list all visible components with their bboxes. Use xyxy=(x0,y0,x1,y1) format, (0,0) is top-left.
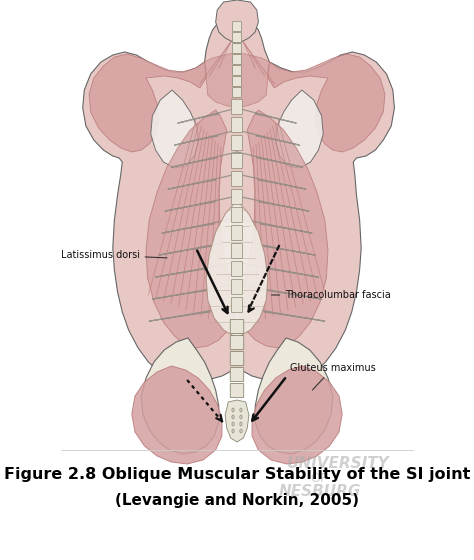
FancyBboxPatch shape xyxy=(233,54,241,64)
FancyBboxPatch shape xyxy=(233,87,241,97)
Ellipse shape xyxy=(232,408,234,412)
Polygon shape xyxy=(268,54,385,152)
FancyBboxPatch shape xyxy=(231,279,243,295)
Polygon shape xyxy=(225,400,249,442)
Text: Figure 2.8 Oblique Muscular Stability of the SI joint: Figure 2.8 Oblique Muscular Stability of… xyxy=(4,468,470,483)
Ellipse shape xyxy=(240,415,242,419)
FancyBboxPatch shape xyxy=(231,100,243,114)
FancyBboxPatch shape xyxy=(233,32,241,43)
FancyBboxPatch shape xyxy=(231,262,243,277)
Ellipse shape xyxy=(240,422,242,426)
Ellipse shape xyxy=(232,422,234,426)
Text: Latissimus dorsi: Latissimus dorsi xyxy=(61,250,167,260)
Ellipse shape xyxy=(232,429,234,433)
FancyBboxPatch shape xyxy=(233,44,241,54)
FancyBboxPatch shape xyxy=(231,297,243,312)
Polygon shape xyxy=(216,0,258,44)
FancyBboxPatch shape xyxy=(231,208,243,222)
Ellipse shape xyxy=(240,408,242,412)
Polygon shape xyxy=(206,200,268,338)
Polygon shape xyxy=(237,110,328,348)
Ellipse shape xyxy=(240,429,242,433)
Polygon shape xyxy=(255,338,333,454)
Ellipse shape xyxy=(232,415,234,419)
FancyBboxPatch shape xyxy=(230,320,244,334)
Polygon shape xyxy=(252,366,342,464)
FancyBboxPatch shape xyxy=(231,226,243,240)
FancyBboxPatch shape xyxy=(233,66,241,76)
FancyBboxPatch shape xyxy=(231,171,243,186)
FancyBboxPatch shape xyxy=(233,21,241,31)
Text: UNIVERSITY: UNIVERSITY xyxy=(287,456,390,471)
Polygon shape xyxy=(276,90,323,168)
FancyBboxPatch shape xyxy=(231,136,243,151)
FancyBboxPatch shape xyxy=(231,118,243,133)
Text: (Levangie and Norkin, 2005): (Levangie and Norkin, 2005) xyxy=(115,492,359,507)
Text: Gluteus maximus: Gluteus maximus xyxy=(290,363,376,390)
FancyBboxPatch shape xyxy=(230,384,244,398)
Polygon shape xyxy=(89,54,206,152)
Text: OF: OF xyxy=(310,472,328,485)
Polygon shape xyxy=(146,110,237,348)
Polygon shape xyxy=(141,338,219,454)
Text: Thoracolumbar fascia: Thoracolumbar fascia xyxy=(272,290,391,300)
FancyBboxPatch shape xyxy=(230,367,244,381)
FancyBboxPatch shape xyxy=(231,189,243,204)
Text: NESBURG: NESBURG xyxy=(279,484,361,499)
Polygon shape xyxy=(132,366,222,464)
Polygon shape xyxy=(83,18,394,382)
FancyBboxPatch shape xyxy=(230,335,244,349)
Polygon shape xyxy=(205,53,269,107)
FancyBboxPatch shape xyxy=(230,352,244,366)
FancyBboxPatch shape xyxy=(231,244,243,259)
FancyBboxPatch shape xyxy=(231,153,243,169)
FancyBboxPatch shape xyxy=(233,77,241,86)
Polygon shape xyxy=(151,90,198,168)
